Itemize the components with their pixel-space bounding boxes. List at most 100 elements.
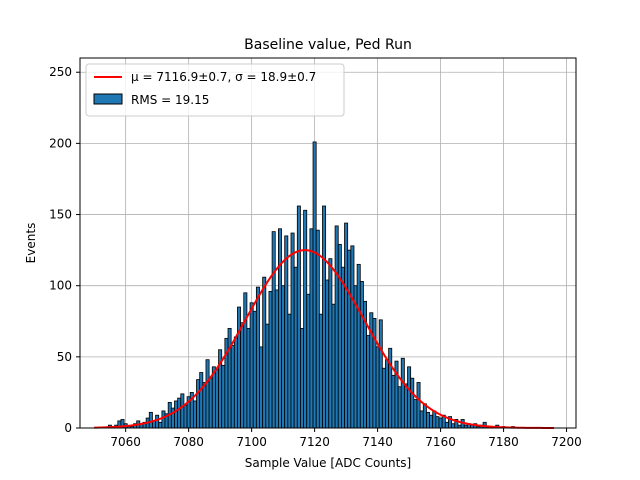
histogram-bar — [413, 399, 418, 429]
histogram-bar — [192, 400, 197, 429]
histogram-bar — [318, 313, 323, 429]
histogram-bar — [158, 421, 163, 429]
histogram-bar — [196, 379, 201, 429]
histogram-bar — [375, 346, 380, 429]
histogram-bar — [161, 410, 166, 429]
legend: μ = 7116.9±0.7, σ = 18.9±0.7 RMS = 19.15 — [85, 63, 345, 117]
histogram-bar — [230, 345, 235, 429]
histogram-bar — [271, 231, 276, 429]
x-tick-label: 7180 — [488, 435, 519, 449]
histogram-bar — [237, 306, 242, 429]
x-axis-label: Sample Value [ADC Counts] — [245, 456, 411, 470]
y-tick-label: 0 — [64, 421, 72, 435]
histogram-bar — [274, 289, 279, 429]
histogram-bar — [148, 411, 153, 429]
histogram-bar — [227, 327, 232, 429]
histogram-bar — [331, 303, 336, 429]
x-axis-ticks: 7060 7080 7100 7120 7140 7160 7180 7200 — [110, 428, 582, 449]
histogram-bar — [334, 225, 339, 429]
legend-bar-swatch — [93, 93, 123, 105]
x-tick-label: 7080 — [173, 435, 204, 449]
histogram-bar — [199, 372, 204, 429]
histogram-bar — [281, 285, 286, 429]
x-tick-label: 7100 — [236, 435, 267, 449]
histogram-bar — [174, 400, 179, 429]
histogram-bar — [205, 359, 210, 429]
histogram-bar — [315, 229, 320, 429]
x-tick-label: 7200 — [551, 435, 582, 449]
x-tick-label: 7160 — [425, 435, 456, 449]
y-axis-ticks: 0 50 100 150 200 250 — [49, 65, 80, 435]
histogram-bar — [293, 266, 298, 429]
histogram-bar — [381, 367, 386, 429]
plot-frame — [79, 57, 577, 429]
histogram-bar — [391, 374, 396, 429]
histogram-bar — [290, 232, 295, 429]
y-axis-label: Events — [24, 223, 38, 264]
y-tick-label: 250 — [49, 65, 72, 79]
gaussian-fit-curve — [94, 249, 554, 429]
histogram-bar — [385, 359, 390, 429]
histogram-bar — [419, 410, 424, 429]
histogram-bar — [180, 393, 185, 429]
histogram-bar — [309, 228, 314, 429]
histogram-bar — [416, 382, 421, 429]
histogram-bar — [268, 290, 273, 429]
histogram-bar — [410, 377, 415, 429]
y-tick-label: 150 — [49, 208, 72, 222]
x-tick-label: 7060 — [110, 435, 141, 449]
histogram-bar — [312, 141, 317, 429]
histogram-bar — [322, 205, 327, 429]
histogram-bar — [252, 310, 257, 429]
histogram-bar — [438, 417, 443, 429]
histogram-bar — [155, 414, 160, 429]
chart-title: Baseline value, Ped Run — [244, 37, 412, 53]
histogram-bar — [243, 292, 248, 429]
legend-box — [85, 63, 345, 117]
histogram-bar — [378, 319, 383, 429]
histogram-bar — [407, 366, 412, 429]
histogram-bar — [325, 279, 330, 429]
fit-curve-layer — [94, 249, 554, 429]
histogram-bar — [451, 423, 456, 429]
histogram-bar — [202, 382, 207, 429]
histogram-bar — [429, 414, 434, 429]
histogram-bar — [249, 302, 254, 429]
histogram-bar — [208, 377, 213, 429]
histogram-bar — [177, 397, 182, 429]
x-tick-label: 7120 — [299, 435, 330, 449]
histogram-bar — [422, 403, 427, 429]
histogram-bar — [259, 346, 264, 429]
histogram-bar — [350, 245, 355, 429]
histogram-bar — [303, 209, 308, 429]
histogram-bar — [255, 286, 260, 429]
histogram-bar — [337, 244, 342, 429]
histogram-bar — [265, 323, 270, 429]
histogram-bar — [403, 383, 408, 429]
histogram-bar — [426, 411, 430, 429]
histogram-bars — [107, 141, 515, 429]
histogram-bar — [240, 322, 245, 429]
legend-rms-label: RMS = 19.15 — [131, 93, 209, 107]
histogram-bar — [284, 235, 289, 429]
histogram-bar — [400, 357, 405, 429]
histogram-bar — [344, 222, 349, 429]
histogram-bar — [215, 369, 219, 429]
histogram-bar — [296, 205, 301, 429]
histogram-bar — [300, 327, 304, 429]
y-tick-label: 200 — [49, 136, 72, 150]
histogram-bar — [397, 386, 402, 429]
histogram-bar — [277, 228, 282, 429]
histogram-bar — [328, 258, 333, 429]
histogram-bar — [356, 263, 361, 429]
histogram-bar — [366, 335, 371, 429]
y-tick-label: 50 — [57, 350, 72, 364]
histogram-bar — [347, 249, 352, 429]
histogram-bar — [262, 276, 267, 429]
histogram-bar — [340, 266, 345, 429]
histogram-bar — [183, 404, 188, 429]
histogram-bar — [246, 327, 251, 429]
histogram-bar — [444, 421, 449, 429]
legend-fit-label: μ = 7116.9±0.7, σ = 18.9±0.7 — [131, 70, 316, 84]
